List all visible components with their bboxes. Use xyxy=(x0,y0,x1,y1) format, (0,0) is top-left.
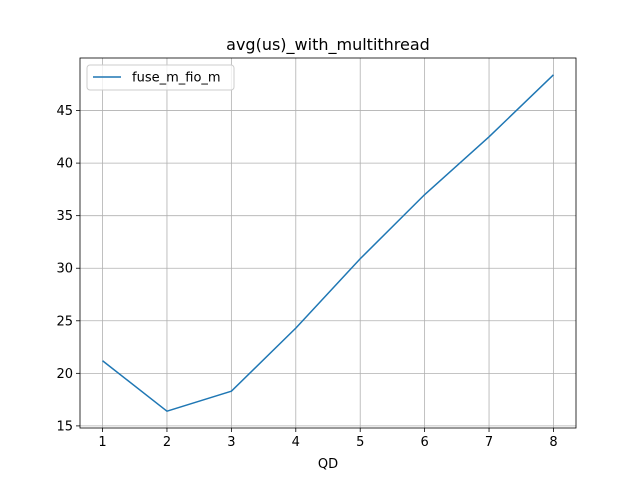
y-tick-label: 45 xyxy=(56,104,73,119)
y-tick-label: 35 xyxy=(56,209,73,224)
series-line xyxy=(102,74,554,412)
chart-title: avg(us)_with_multithread xyxy=(226,35,430,55)
y-tick-label: 25 xyxy=(56,314,73,329)
y-axis-ticks: 15 20 25 30 35 40 45 xyxy=(56,104,80,434)
y-tick-label: 30 xyxy=(56,262,73,277)
x-tick-label: 4 xyxy=(292,435,300,450)
x-axis-label: QD xyxy=(318,457,338,472)
x-tick-label: 1 xyxy=(98,435,106,450)
legend-box xyxy=(86,64,235,91)
x-tick-label: 2 xyxy=(163,435,171,450)
y-tick-label: 40 xyxy=(56,157,73,172)
x-tick-label: 8 xyxy=(549,435,557,450)
x-tick-label: 7 xyxy=(485,435,493,450)
x-tick-label: 3 xyxy=(227,435,235,450)
y-tick-label: 20 xyxy=(56,367,73,382)
y-tick-label: 15 xyxy=(56,419,73,434)
x-tick-label: 5 xyxy=(356,435,364,450)
plot-frame xyxy=(79,57,577,429)
series-lines xyxy=(102,74,554,412)
legend-entry: fuse_m_fio_m xyxy=(132,71,221,86)
x-tick-label: 6 xyxy=(420,435,428,450)
grid-lines xyxy=(80,58,576,428)
x-axis-ticks: 1 2 3 4 5 6 7 8 xyxy=(98,428,558,450)
legend: fuse_m_fio_m xyxy=(86,64,235,91)
